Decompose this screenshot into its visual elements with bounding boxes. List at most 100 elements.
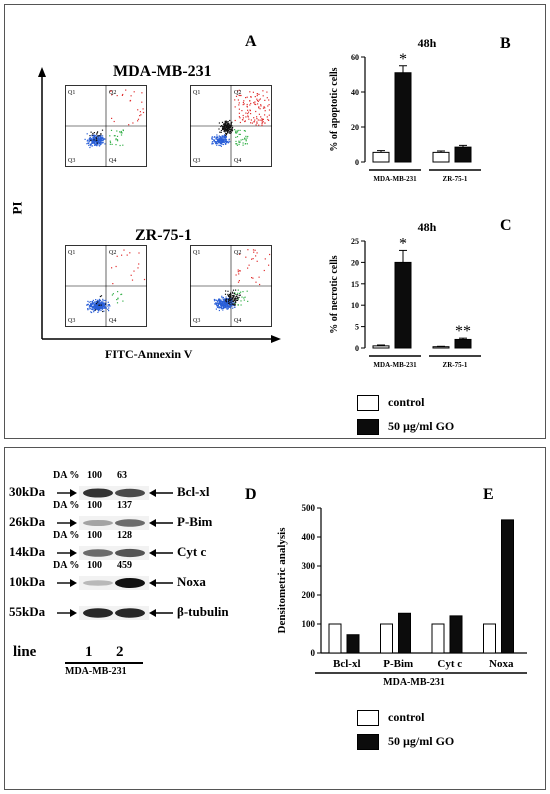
bar [501,519,514,654]
y-tick-label: 0 [355,344,359,353]
blot-strip [57,489,173,497]
quadrant-label: Q3 [68,158,75,164]
protein-label: P-Bim [177,514,213,529]
quadrant-label: Q4 [234,318,241,324]
da-label: DA % [53,560,80,571]
cytometry-plot-mda-treated: Q1 Q2 Q3 Q4 [190,85,272,167]
protein-label: Noxa [177,574,206,589]
bar [346,634,360,654]
bar [431,623,445,654]
x-axis-label: FITC-Annexin V [105,347,193,361]
significance-marker: * [399,51,407,68]
quadrant-label: Q1 [68,250,75,256]
y-tick-label: 0 [355,158,359,167]
y-tick-label: 15 [351,280,359,289]
bar [380,623,393,654]
row2-label: ZR-75-1 [135,227,192,244]
quadrant-label: Q1 [193,250,200,256]
legend2-control-swatch [357,710,379,726]
y-tick-label: 200 [302,590,316,600]
significance-marker: ** [455,323,471,340]
quadrant-label: Q2 [109,90,116,96]
bar [394,261,412,349]
x-tick-label: Noxa [489,658,514,670]
blot-strip [57,519,173,527]
x-tick-label: P-Bim [383,658,413,670]
da-value: 100 [87,530,102,541]
bottom-panel: D E line 1 2 MDA-MB-231 0 100 200 300 400 500… [4,447,546,790]
group-label: MDA-MB-231 [373,361,417,369]
lane-1-label: 1 [85,644,93,660]
bar [454,146,472,163]
da-value: 100 [87,470,102,481]
legend-treated-label: 50 µg/ml GO [388,419,455,433]
quadrant-label: Q3 [68,318,75,324]
x-tick-label: Bcl-xl [333,658,361,670]
cytometry-plot-mda-control: Q1 Q2 Q3 Q4 [65,85,147,167]
y-tick-label: 5 [355,323,359,332]
bar [449,615,463,654]
bar [432,346,450,349]
x-axis-label: MDA-MB-231 [383,677,445,688]
legend-control-label: control [388,395,425,409]
y-tick-label: 60 [351,53,359,62]
da-label: DA % [53,530,80,541]
da-value: 137 [117,500,132,511]
y-tick-label: 0 [311,648,316,658]
kda-label: 14kDa [9,544,46,559]
bar [328,623,342,654]
top-panel: A MDA-MB-231 ZR-75-1 PI FITC-Annexin V Q… [4,4,546,439]
quadrant-label: Q4 [109,318,116,324]
x-tick-label: Cyt c [437,658,462,670]
y-tick-label: 500 [302,503,316,513]
protein-label: Cyt c [177,544,207,559]
bar [432,151,450,163]
cell-line-label: MDA-MB-231 [65,666,127,677]
y-tick-label: 25 [351,237,359,246]
line-label: line [13,644,37,660]
bar [454,338,472,349]
y-tick-label: 10 [351,301,359,310]
y-tick-label: 100 [302,619,316,629]
y-tick-label: 300 [302,561,316,571]
legend2-treated-swatch [357,734,379,750]
chart-c: 48h 0 5 10 15 20 25 % of necrotic cells MDA-MB-2… [329,220,481,369]
blot-strip [57,579,173,587]
chart-b: 48h 0 20 40 60 % of apoptotic cells MDA-MB-231… [329,36,481,183]
da-label: DA % [53,470,80,481]
cytometry-plot-zr-treated: Q1 Q2 Q3 Q4 [190,245,272,327]
da-value: 63 [117,470,127,481]
y-axis-label: % of apoptotic cells [329,67,340,151]
da-value: 128 [117,530,132,541]
blot-strip [57,609,173,617]
quadrant-label: Q4 [109,158,116,164]
quadrant-label: Q1 [193,90,200,96]
quadrant-label: Q2 [234,90,241,96]
blot-bands [79,576,149,590]
da-value: 459 [117,560,132,571]
axes-arrows [38,67,281,343]
da-value: 100 [87,560,102,571]
kda-label: 26kDa [9,514,46,529]
panel-b-letter: B [500,35,511,52]
legend2-treated-label: 50 µg/ml GO [388,734,455,748]
panel-a-letter: A [245,33,257,50]
bar [372,151,390,163]
y-tick-label: 20 [351,123,359,132]
lane-2-label: 2 [116,644,124,660]
bar [394,72,412,163]
chart-title: 48h [418,220,437,234]
chart-title: 48h [418,36,437,50]
blot-strip [57,549,173,557]
y-axis-label: Densitometric analysis [276,527,288,634]
significance-marker: * [399,235,407,252]
quadrant-label: Q2 [109,250,116,256]
legend-treated-swatch [357,419,379,435]
blot-bands [79,486,149,500]
group-label: MDA-MB-231 [373,175,417,183]
legend2-control-label: control [388,710,425,724]
group-label: ZR-75-1 [443,361,468,369]
panel-d-letter: D [245,486,257,503]
quadrant-label: Q4 [234,158,241,164]
y-tick-label: 400 [302,532,316,542]
